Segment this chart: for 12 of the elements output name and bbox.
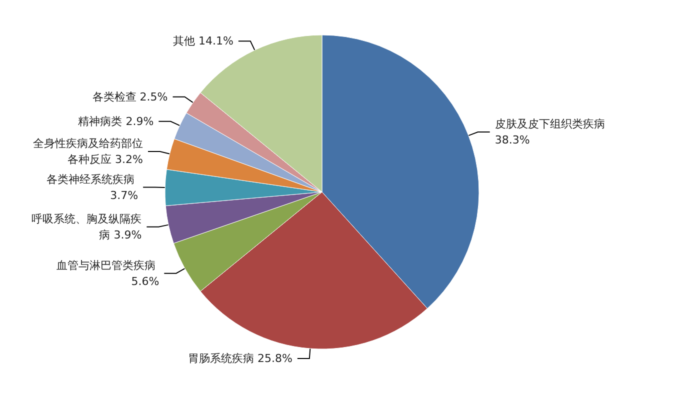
slice-label: 其他 14.1% — [172, 34, 234, 48]
slice-label: 呼吸系统、胸及纵隔疾病 3.9% — [32, 212, 142, 242]
slice-label: 胃肠系统疾病 25.8% — [188, 352, 292, 366]
slice-label: 血管与淋巴管类疾病 — [56, 258, 160, 272]
slice-label: 皮肤及皮下组织类疾病 — [494, 117, 608, 130]
data-label: 3.7% — [110, 188, 138, 202]
slice-label: 精神病类 2.9% — [78, 114, 154, 128]
slice-label: 全身性疾病及给药部位各种反应 3.2% — [32, 136, 143, 166]
slice-label: 各类检查 2.5% — [92, 90, 168, 104]
data-label: 38.3% — [494, 133, 530, 146]
data-label: 5.6% — [131, 274, 160, 288]
slice-label: 各类神经系统疾病 — [46, 172, 138, 186]
